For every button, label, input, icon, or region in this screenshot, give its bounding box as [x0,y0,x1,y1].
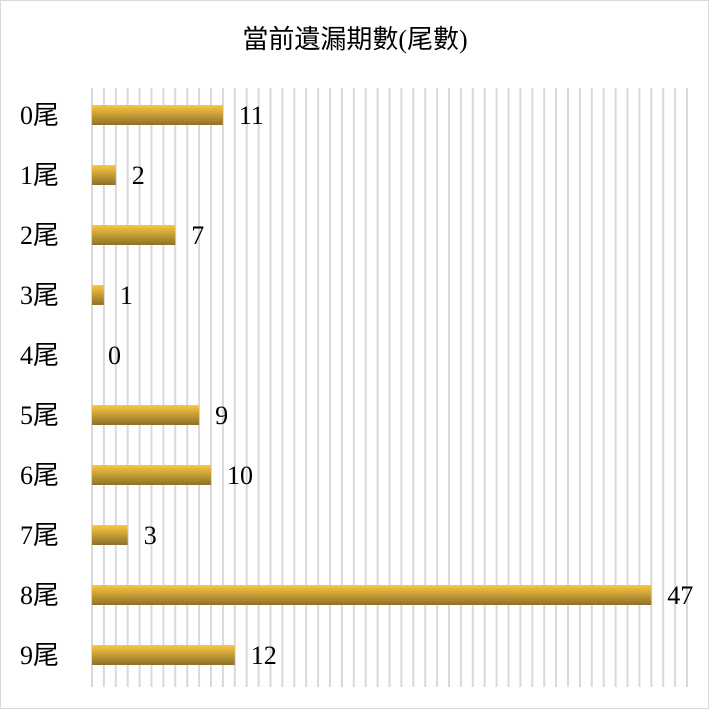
bar [92,225,176,245]
bar [92,285,104,305]
data-label: 3 [144,521,157,550]
bar [92,105,223,125]
bar [92,585,652,605]
data-label: 7 [191,221,204,250]
category-label: 6尾 [20,461,59,490]
data-label: 11 [239,101,264,130]
data-label: 1 [120,281,133,310]
data-label: 0 [108,341,121,370]
bar [92,525,128,545]
category-label: 4尾 [20,341,59,370]
category-label: 5尾 [20,401,59,430]
data-label: 12 [251,641,277,670]
category-label: 7尾 [20,521,59,550]
bar [92,405,200,425]
data-label: 9 [215,401,228,430]
category-label: 1尾 [20,161,59,190]
bar [92,465,211,485]
data-label: 10 [227,461,253,490]
bar [92,165,116,185]
category-label: 0尾 [20,101,59,130]
chart-title: 當前遺漏期數(尾數) [242,25,467,54]
data-label: 47 [667,581,693,610]
category-label: 9尾 [20,641,59,670]
category-label: 2尾 [20,221,59,250]
data-label: 2 [132,161,145,190]
bar [92,645,235,665]
category-label: 3尾 [20,281,59,310]
category-label: 8尾 [20,581,59,610]
